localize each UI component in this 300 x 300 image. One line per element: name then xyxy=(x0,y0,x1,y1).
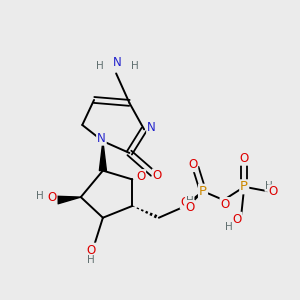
Text: O: O xyxy=(47,191,57,204)
Text: H: H xyxy=(36,190,44,201)
Text: H: H xyxy=(96,61,104,71)
Text: N: N xyxy=(147,122,156,134)
Text: N: N xyxy=(113,56,122,69)
Text: P: P xyxy=(240,180,248,193)
Text: H: H xyxy=(131,61,139,71)
Text: O: O xyxy=(232,213,242,226)
Text: H: H xyxy=(186,196,194,206)
Text: O: O xyxy=(153,169,162,182)
Text: P: P xyxy=(199,185,207,198)
Text: O: O xyxy=(181,196,190,208)
Text: O: O xyxy=(136,170,145,183)
Text: H: H xyxy=(87,255,95,266)
Text: N: N xyxy=(97,132,106,145)
Text: H: H xyxy=(225,222,233,232)
Text: O: O xyxy=(240,152,249,165)
Polygon shape xyxy=(57,196,81,204)
Text: H: H xyxy=(266,181,273,191)
Text: O: O xyxy=(188,158,197,171)
Text: O: O xyxy=(86,244,96,256)
Text: O: O xyxy=(220,198,230,211)
Text: O: O xyxy=(185,201,194,214)
Polygon shape xyxy=(99,141,106,171)
Text: O: O xyxy=(268,185,278,198)
